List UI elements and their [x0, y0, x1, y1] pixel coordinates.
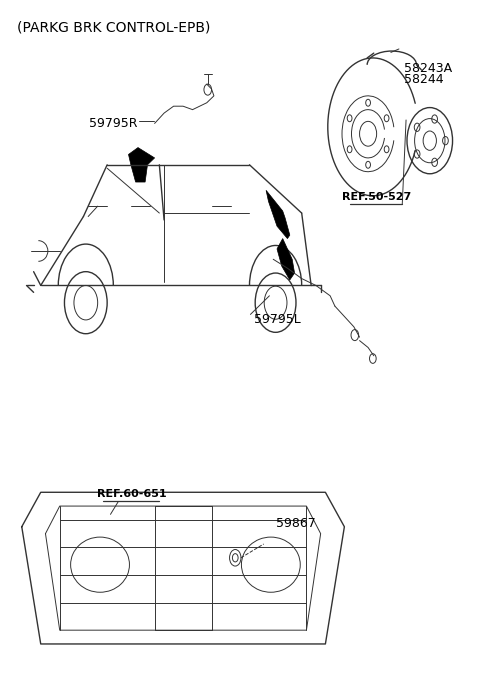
Polygon shape [266, 190, 290, 238]
Text: REF.60-651: REF.60-651 [96, 489, 166, 498]
Polygon shape [129, 147, 155, 182]
Text: 58243A: 58243A [404, 62, 452, 75]
Polygon shape [277, 238, 295, 280]
Text: 59867: 59867 [276, 517, 315, 530]
Text: REF.50-527: REF.50-527 [342, 193, 411, 202]
Text: 59795R: 59795R [89, 117, 138, 130]
Text: 58244: 58244 [404, 74, 444, 86]
Text: (PARKG BRK CONTROL-EPB): (PARKG BRK CONTROL-EPB) [17, 20, 210, 34]
Text: 59795L: 59795L [254, 313, 301, 327]
